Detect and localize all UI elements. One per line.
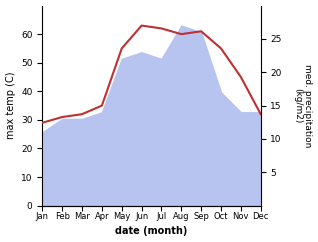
X-axis label: date (month): date (month) (115, 227, 188, 236)
Y-axis label: med. precipitation
(kg/m2): med. precipitation (kg/m2) (293, 64, 313, 147)
Y-axis label: max temp (C): max temp (C) (5, 72, 16, 139)
